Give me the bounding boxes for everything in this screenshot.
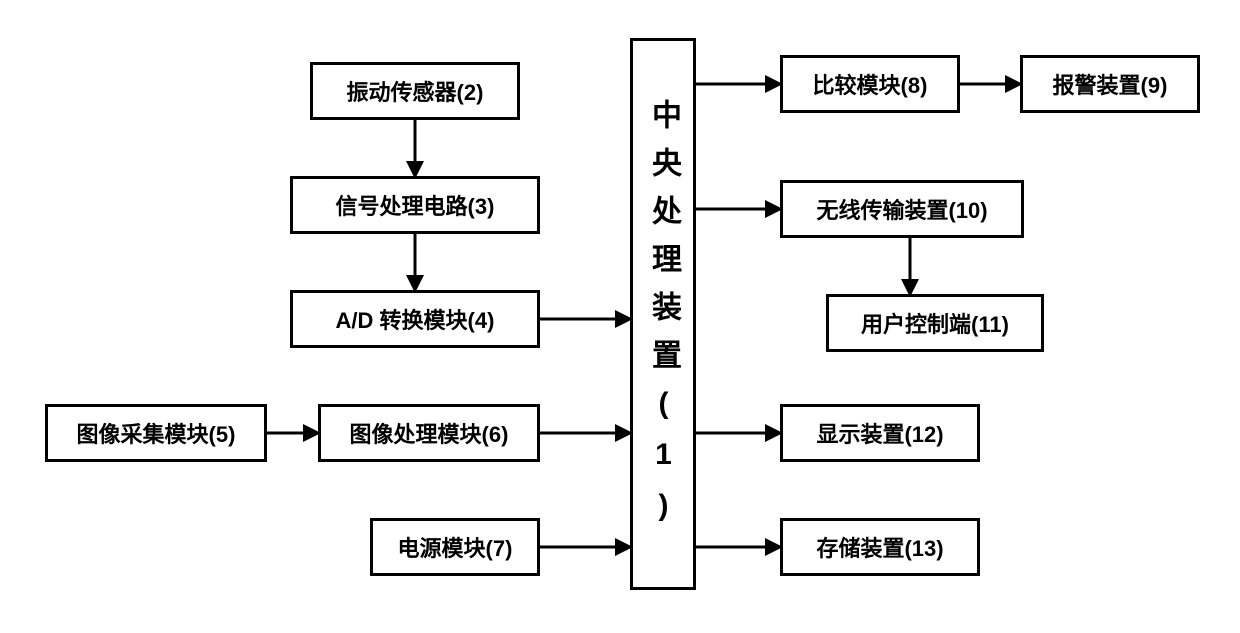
node-label: A/D 转换模块(4) [336,303,495,335]
node-n9: 报警装置(9) [1020,55,1200,113]
node-n6: 图像处理模块(6) [318,404,540,462]
node-n12: 显示装置(12) [780,404,980,462]
node-label: 信号处理电路(3) [336,189,495,221]
node-label: 振动传感器(2) [347,75,484,107]
node-n5: 图像采集模块(5) [45,404,267,462]
node-n13: 存储装置(13) [780,518,980,576]
node-n8: 比较模块(8) [780,55,960,113]
node-n11: 用户控制端(11) [826,294,1044,352]
node-label: 报警装置(9) [1053,68,1168,100]
node-n4: A/D 转换模块(4) [290,290,540,348]
node-label: 显示装置(12) [816,417,943,449]
node-label: 存储装置(13) [816,531,943,563]
node-label: 无线传输装置(10) [816,193,987,225]
node-n3: 信号处理电路(3) [290,176,540,234]
node-label: 用户控制端(11) [861,307,1009,339]
node-central: 中央处理装置(1) [630,38,696,590]
node-label: 图像处理模块(6) [350,417,509,449]
node-label: 比较模块(8) [813,68,928,100]
node-label: 电源模块(7) [398,531,513,563]
node-label: 中央处理装置(1) [641,99,685,540]
node-n10: 无线传输装置(10) [780,180,1024,238]
node-n2: 振动传感器(2) [310,62,520,120]
node-label: 图像采集模块(5) [77,417,236,449]
node-n7: 电源模块(7) [370,518,540,576]
